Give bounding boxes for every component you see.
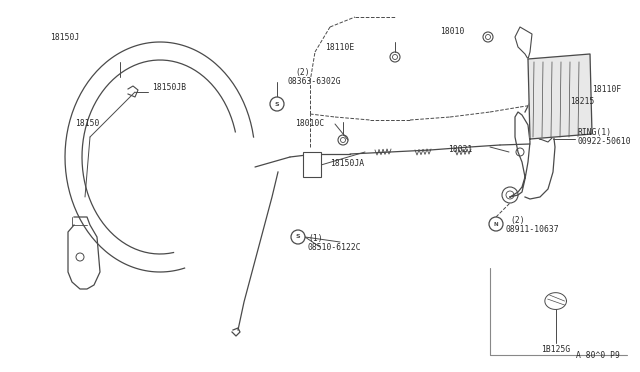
Text: (2): (2) (510, 215, 525, 224)
Text: 1B125G: 1B125G (541, 345, 570, 354)
Text: (2): (2) (295, 68, 310, 77)
Circle shape (291, 230, 305, 244)
Text: 18010: 18010 (440, 28, 465, 36)
Circle shape (489, 217, 503, 231)
Text: 18110E: 18110E (325, 42, 355, 51)
Bar (303, 152, 321, 177)
Text: 08510-6122C: 08510-6122C (308, 243, 362, 251)
Text: 18150JA: 18150JA (330, 160, 364, 169)
Text: S: S (275, 102, 279, 106)
Text: 00922-50610: 00922-50610 (577, 138, 630, 147)
Text: 08911-10637: 08911-10637 (505, 224, 559, 234)
Text: 18150JB: 18150JB (152, 83, 186, 92)
Text: S: S (296, 234, 300, 240)
Text: N: N (493, 221, 499, 227)
Text: 18215: 18215 (570, 97, 595, 106)
Circle shape (270, 97, 284, 111)
Text: 18150: 18150 (75, 119, 99, 128)
Text: A 80^0 P9: A 80^0 P9 (576, 351, 620, 360)
Text: 18110F: 18110F (592, 86, 621, 94)
Text: (1): (1) (308, 234, 323, 244)
Text: 18021: 18021 (448, 145, 472, 154)
Polygon shape (528, 54, 592, 139)
Text: 08363-6302G: 08363-6302G (287, 77, 340, 87)
Text: RING(1): RING(1) (577, 128, 611, 138)
Text: 18010C: 18010C (295, 119, 324, 128)
Text: 18150J: 18150J (50, 32, 79, 42)
